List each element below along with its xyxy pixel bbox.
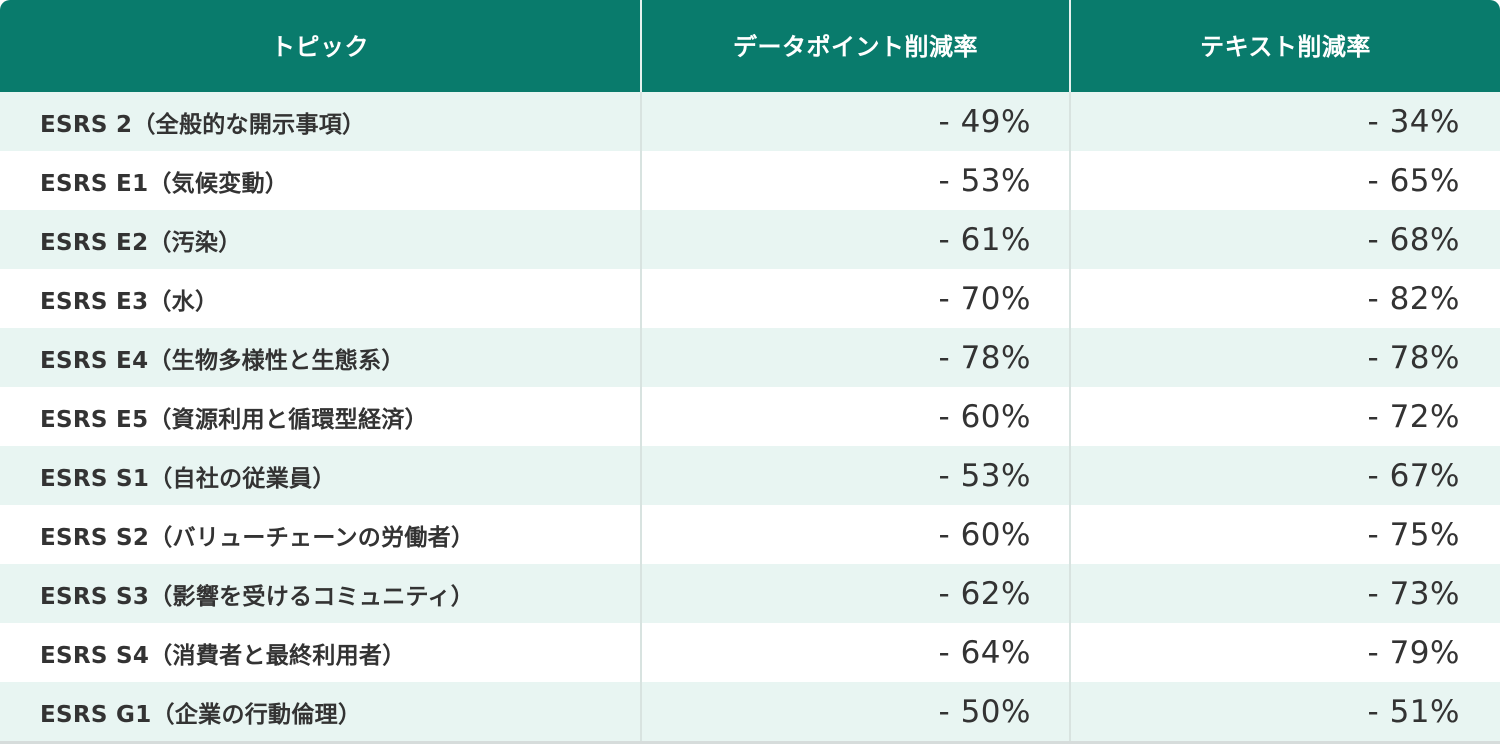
datapoint-reduction-cell: - 60% xyxy=(640,387,1069,446)
topic-cell: ESRS E4（生物多様性と生態系） xyxy=(40,347,405,374)
topic-cell: ESRS E3（水） xyxy=(40,288,219,315)
table-row: ESRS S1（自社の従業員） - 53% - 67% xyxy=(0,446,1500,505)
topic-cell: ESRS S1（自社の従業員） xyxy=(40,465,336,492)
datapoint-reduction-cell: - 61% xyxy=(640,210,1069,269)
topic-cell: ESRS S3（影響を受けるコミュニティ） xyxy=(40,583,475,610)
topic-cell: ESRS S2（バリューチェーンの労働者） xyxy=(40,524,475,551)
table-row: ESRS S4（消費者と最終利用者） - 64% - 79% xyxy=(0,623,1500,682)
table-row: ESRS E5（資源利用と循環型経済） - 60% - 72% xyxy=(0,387,1500,446)
datapoint-reduction-cell: - 64% xyxy=(640,623,1069,682)
text-reduction-cell: - 72% xyxy=(1069,387,1500,446)
datapoint-reduction-cell: - 60% xyxy=(640,505,1069,564)
table-header: トピック データポイント削減率 テキスト削減率 xyxy=(0,0,1500,92)
datapoint-reduction-cell: - 50% xyxy=(640,682,1069,741)
table-bottom-border xyxy=(0,741,1500,744)
datapoint-reduction-cell: - 78% xyxy=(640,328,1069,387)
text-reduction-cell: - 51% xyxy=(1069,682,1500,741)
datapoint-reduction-cell: - 70% xyxy=(640,269,1069,328)
topic-cell: ESRS S4（消費者と最終利用者） xyxy=(40,642,406,669)
table-body: ESRS 2（全般的な開示事項） - 49% - 34% ESRS E1（気候変動） -… xyxy=(0,92,1500,741)
topic-cell: ESRS E2（汚染） xyxy=(40,229,242,256)
header-text-reduction: テキスト削減率 xyxy=(1069,0,1500,92)
text-reduction-cell: - 79% xyxy=(1069,623,1500,682)
topic-cell: ESRS E5（資源利用と循環型経済） xyxy=(40,406,428,433)
text-reduction-cell: - 34% xyxy=(1069,92,1500,151)
table-row: ESRS 2（全般的な開示事項） - 49% - 34% xyxy=(0,92,1500,151)
datapoint-reduction-cell: - 49% xyxy=(640,92,1069,151)
text-reduction-cell: - 68% xyxy=(1069,210,1500,269)
table-row: ESRS E2（汚染） - 61% - 68% xyxy=(0,210,1500,269)
table-row: ESRS E4（生物多様性と生態系） - 78% - 78% xyxy=(0,328,1500,387)
datapoint-reduction-cell: - 53% xyxy=(640,446,1069,505)
table-row: ESRS E3（水） - 70% - 82% xyxy=(0,269,1500,328)
text-reduction-cell: - 82% xyxy=(1069,269,1500,328)
datapoint-reduction-cell: - 53% xyxy=(640,151,1069,210)
table-row: ESRS S2（バリューチェーンの労働者） - 60% - 75% xyxy=(0,505,1500,564)
datapoint-reduction-cell: - 62% xyxy=(640,564,1069,623)
topic-cell: ESRS E1（気候変動） xyxy=(40,170,289,197)
text-reduction-cell: - 78% xyxy=(1069,328,1500,387)
table-row: ESRS G1（企業の行動倫理） - 50% - 51% xyxy=(0,682,1500,741)
text-reduction-cell: - 67% xyxy=(1069,446,1500,505)
header-datapoint-reduction: データポイント削減率 xyxy=(640,0,1069,92)
topic-cell: ESRS G1（企業の行動倫理） xyxy=(40,701,362,728)
text-reduction-cell: - 73% xyxy=(1069,564,1500,623)
text-reduction-cell: - 75% xyxy=(1069,505,1500,564)
table-row: ESRS E1（気候変動） - 53% - 65% xyxy=(0,151,1500,210)
text-reduction-cell: - 65% xyxy=(1069,151,1500,210)
topic-cell: ESRS 2（全般的な開示事項） xyxy=(40,111,366,138)
table-row: ESRS S3（影響を受けるコミュニティ） - 62% - 73% xyxy=(0,564,1500,623)
header-topic: トピック xyxy=(271,32,369,61)
